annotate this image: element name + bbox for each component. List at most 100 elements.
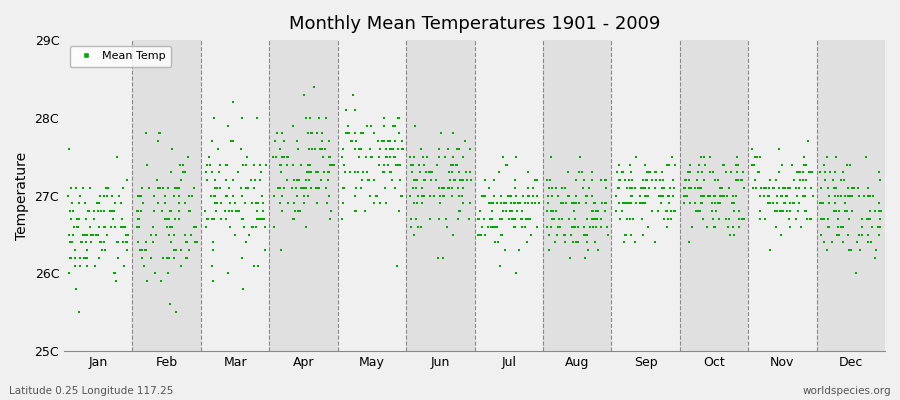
Point	[159, 216, 174, 222]
Point	[403, 192, 418, 199]
Bar	[269, 40, 338, 351]
Point	[578, 231, 592, 238]
Point	[364, 154, 378, 160]
Point	[736, 169, 751, 176]
Point	[70, 216, 85, 222]
Point	[323, 161, 338, 168]
Point	[518, 224, 532, 230]
Point	[202, 161, 217, 168]
Point	[383, 154, 398, 160]
Point	[98, 224, 112, 230]
Point	[600, 231, 615, 238]
Point	[816, 200, 831, 207]
Point	[473, 231, 488, 238]
Point	[753, 185, 768, 191]
Point	[347, 208, 362, 214]
Point	[611, 185, 625, 191]
Point	[410, 192, 425, 199]
Point	[172, 200, 186, 207]
Point	[828, 192, 842, 199]
Point	[494, 231, 508, 238]
Point	[316, 154, 330, 160]
Point	[547, 216, 562, 222]
Point	[443, 177, 457, 183]
Point	[783, 185, 797, 191]
Point	[515, 224, 529, 230]
Point	[540, 224, 554, 230]
Point	[504, 208, 518, 214]
Point	[364, 122, 378, 129]
Point	[304, 130, 319, 137]
Point	[303, 115, 318, 121]
Point	[139, 239, 153, 246]
Point	[680, 169, 695, 176]
Point	[800, 138, 814, 144]
Point	[92, 255, 106, 261]
Point	[711, 200, 725, 207]
Point	[208, 185, 222, 191]
Point	[68, 262, 82, 269]
Point	[766, 185, 780, 191]
Point	[688, 200, 703, 207]
Point	[132, 224, 147, 230]
Point	[512, 200, 526, 207]
Point	[796, 177, 810, 183]
Point	[181, 208, 195, 214]
Point	[654, 169, 669, 176]
Point	[341, 130, 356, 137]
Point	[791, 169, 806, 176]
Point	[158, 216, 172, 222]
Point	[587, 216, 601, 222]
Point	[160, 255, 175, 261]
Point	[532, 200, 546, 207]
Point	[521, 169, 535, 176]
Point	[508, 177, 522, 183]
Point	[657, 185, 671, 191]
Point	[827, 185, 842, 191]
Point	[518, 216, 533, 222]
Point	[735, 177, 750, 183]
Point	[386, 146, 400, 152]
Point	[510, 200, 525, 207]
Point	[427, 192, 441, 199]
Point	[557, 231, 572, 238]
Point	[164, 239, 178, 246]
Point	[406, 185, 420, 191]
Point	[636, 231, 651, 238]
Point	[571, 239, 585, 246]
Point	[155, 208, 169, 214]
Point	[247, 161, 261, 168]
Point	[654, 185, 669, 191]
Point	[392, 130, 407, 137]
Point	[737, 216, 751, 222]
Point	[484, 200, 499, 207]
Point	[598, 200, 612, 207]
Point	[561, 192, 575, 199]
Point	[585, 177, 599, 183]
Point	[506, 216, 520, 222]
Point	[488, 224, 502, 230]
Point	[557, 185, 572, 191]
Point	[544, 208, 559, 214]
Point	[667, 185, 681, 191]
Point	[783, 200, 797, 207]
Point	[256, 200, 270, 207]
Point	[792, 200, 806, 207]
Point	[442, 185, 456, 191]
Point	[683, 185, 698, 191]
Point	[352, 146, 366, 152]
Point	[745, 161, 760, 168]
Point	[226, 192, 240, 199]
Point	[512, 247, 526, 253]
Point	[587, 200, 601, 207]
Point	[81, 208, 95, 214]
Point	[814, 231, 828, 238]
Point	[864, 239, 878, 246]
Point	[174, 177, 188, 183]
Point	[336, 200, 350, 207]
Point	[412, 169, 427, 176]
Point	[221, 185, 236, 191]
Point	[814, 200, 828, 207]
Point	[117, 262, 131, 269]
Point	[850, 239, 864, 246]
